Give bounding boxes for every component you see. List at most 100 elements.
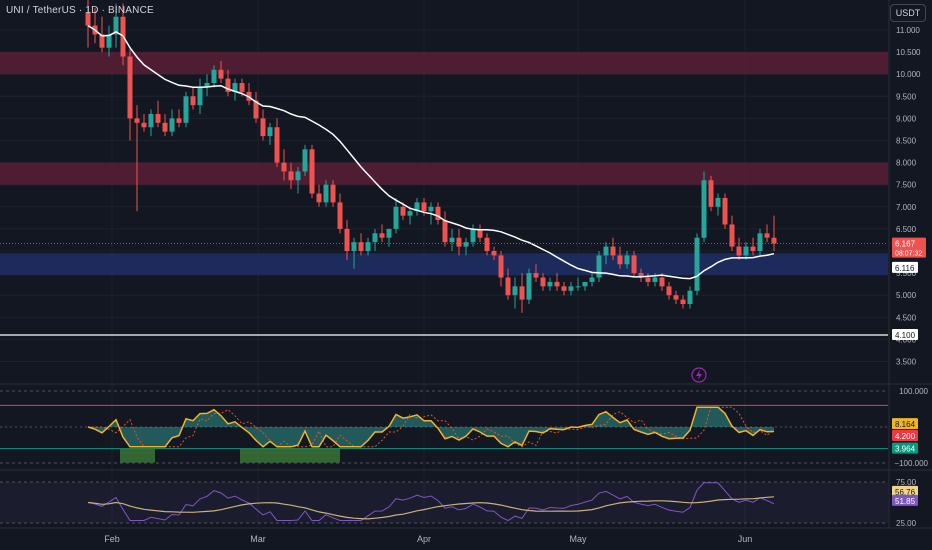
candle-body <box>575 286 581 288</box>
candle-body <box>771 237 777 244</box>
candle-body <box>750 246 756 251</box>
candle-body <box>673 295 679 300</box>
candle-body <box>127 56 133 119</box>
moving-average-line <box>87 24 775 280</box>
candle-body <box>554 281 560 287</box>
candle-body <box>519 286 525 300</box>
candle <box>533 264 539 282</box>
candlestick-series <box>85 0 777 313</box>
candle-body <box>757 233 763 251</box>
candle-body <box>729 224 735 247</box>
candle-body <box>659 277 665 287</box>
candle <box>540 273 546 291</box>
rsi-value-tag <box>892 485 918 497</box>
candle-body <box>358 242 364 251</box>
candle <box>680 295 686 309</box>
candle <box>358 233 364 256</box>
candle-body <box>400 206 406 216</box>
candle-body <box>316 193 322 203</box>
rsi-line <box>87 482 775 522</box>
osc-value-tag <box>892 418 918 430</box>
candle <box>316 184 322 207</box>
candle <box>435 202 441 225</box>
candle-body <box>421 202 427 212</box>
candle-body <box>190 96 196 106</box>
candle <box>743 242 749 260</box>
candle-body <box>715 197 721 207</box>
candle <box>386 228 392 247</box>
candle-body <box>484 237 490 251</box>
candle-body <box>351 242 357 251</box>
candle-body <box>666 286 672 296</box>
candle-body <box>204 83 210 88</box>
time-label: May <box>569 534 587 544</box>
candle <box>309 144 315 198</box>
candle <box>645 273 651 287</box>
candle-body <box>645 277 651 282</box>
candle-body <box>414 202 420 212</box>
lightning-icon[interactable] <box>691 367 707 383</box>
candle <box>351 237 357 269</box>
oversold-highlight <box>240 448 340 463</box>
candle <box>197 78 203 114</box>
price-axis[interactable]: 11.000 10.500 10.000 9.500 9.000 8.500 8.000 7.… <box>888 0 926 528</box>
candle <box>666 281 672 300</box>
candle-body <box>526 273 532 300</box>
price-tick-label: 9.000 <box>896 114 917 123</box>
candle <box>99 16 105 53</box>
candle-body <box>372 233 378 243</box>
candle-body <box>253 100 259 119</box>
candle-body <box>323 184 329 203</box>
candle <box>162 113 168 137</box>
candle-body <box>211 69 217 84</box>
candle-body <box>330 184 336 203</box>
last-price-tag <box>892 237 926 258</box>
currency-button[interactable]: USDT <box>890 4 926 22</box>
candle <box>225 69 231 97</box>
candle <box>113 3 119 48</box>
osc-slow-line <box>88 406 775 448</box>
candle <box>519 273 525 313</box>
osc-value-tag <box>892 442 918 454</box>
osc-value-tag <box>892 430 918 441</box>
candle <box>547 277 553 291</box>
candle <box>449 228 455 251</box>
ma-value-tag <box>892 261 918 273</box>
candle <box>505 268 511 300</box>
candle-body <box>428 206 434 212</box>
candle-body <box>281 162 287 172</box>
candle <box>155 100 161 128</box>
candle-body <box>701 180 707 238</box>
price-zones <box>0 52 888 276</box>
candle <box>337 193 343 234</box>
candle-body <box>225 78 231 92</box>
last-price-label: 6.167 <box>895 240 916 249</box>
candle-body <box>736 246 742 256</box>
price-tick-label: 7.500 <box>896 181 917 190</box>
time-axis[interactable]: Feb Mar Apr May Jun <box>0 527 932 544</box>
price-tick-label: 5.000 <box>896 291 917 300</box>
candle <box>694 233 700 296</box>
candle-body <box>449 237 455 243</box>
osc-fast-line <box>87 406 775 448</box>
candle <box>477 224 483 243</box>
candle-body <box>491 251 497 256</box>
candle <box>771 215 777 251</box>
price-tick-label: 4.500 <box>896 313 917 322</box>
candle-body <box>589 277 595 282</box>
candle-body <box>113 16 119 35</box>
candle <box>554 273 560 291</box>
candle <box>736 237 742 260</box>
time-label: Jun <box>738 534 753 544</box>
candle-body <box>743 246 749 256</box>
candle <box>757 228 763 256</box>
candle <box>407 206 413 225</box>
candle-body <box>99 34 105 48</box>
candle-body <box>687 290 693 305</box>
candle-body <box>379 233 385 238</box>
candle-body <box>547 281 553 287</box>
candle <box>134 105 140 212</box>
candle-body <box>260 118 266 137</box>
candle <box>302 144 308 176</box>
